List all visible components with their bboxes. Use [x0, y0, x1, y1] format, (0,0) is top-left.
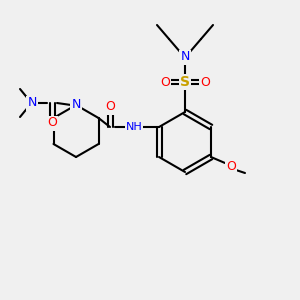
Text: N: N — [27, 97, 37, 110]
Text: O: O — [160, 76, 170, 88]
Text: O: O — [226, 160, 236, 173]
Text: N: N — [71, 98, 81, 112]
Text: S: S — [180, 75, 190, 89]
Text: O: O — [105, 100, 115, 113]
Text: NH: NH — [126, 122, 142, 132]
Text: O: O — [47, 116, 57, 130]
Text: O: O — [200, 76, 210, 88]
Text: N: N — [180, 50, 190, 64]
